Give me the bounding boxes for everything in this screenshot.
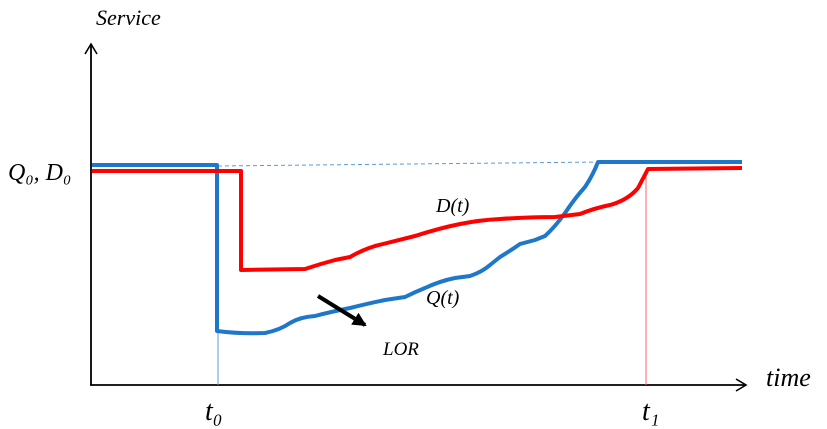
y-axis-label: Service	[96, 5, 161, 30]
lor-arrow	[316, 294, 367, 327]
t0-label: t₀	[205, 396, 223, 427]
d-curve	[92, 166, 743, 272]
y-level-label: Q₀, D₀	[8, 160, 71, 186]
d-curve-label: D(t)	[435, 195, 470, 217]
q-curve	[92, 160, 742, 336]
t1-label: t₁	[642, 396, 660, 427]
lor-label: LOR	[382, 339, 419, 360]
q-curve-label: Q(t)	[426, 287, 460, 309]
x-axis-label: time	[766, 363, 811, 392]
baseline-dashed-line	[217, 161, 601, 167]
